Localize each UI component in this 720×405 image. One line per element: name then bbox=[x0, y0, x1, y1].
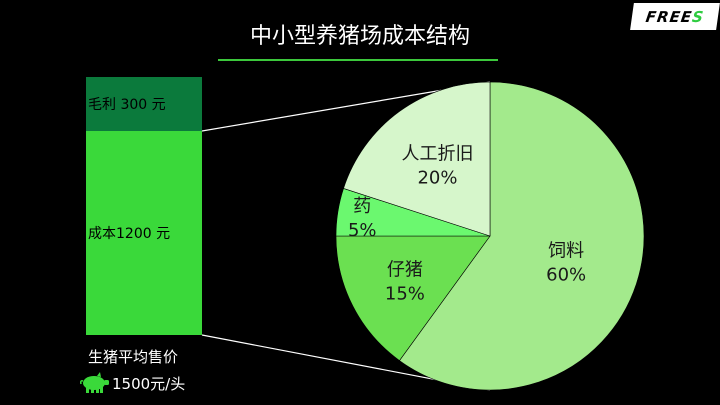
pie-slice-value: 15% bbox=[385, 283, 425, 304]
pie-slice-label: 仔猪 bbox=[387, 259, 423, 280]
title-underline bbox=[218, 59, 498, 61]
pie-slice-value: 5% bbox=[348, 220, 377, 241]
price-row: 1500元/头 bbox=[80, 372, 185, 394]
bar-label-cost: 成本1200 元 bbox=[88, 226, 171, 242]
price-caption: 生猪平均售价 bbox=[88, 348, 179, 366]
chart-title: 中小型养猪场成本结构 bbox=[249, 24, 470, 49]
price-value: 1500元/头 bbox=[112, 374, 186, 393]
pig-icon bbox=[80, 372, 109, 393]
pie-slice bbox=[335, 235, 491, 362]
pie-slice-value: 20% bbox=[417, 168, 457, 189]
pie-slice bbox=[399, 81, 645, 391]
bar-segment-profit: 毛利 300 元 bbox=[86, 77, 202, 131]
pie-slice-label: 人工折旧 bbox=[401, 144, 473, 165]
pie-slice-label: 药 bbox=[353, 196, 371, 217]
pie-slice-value: 60% bbox=[546, 265, 586, 286]
pie-slice-label: 饲料 bbox=[548, 241, 584, 262]
pie-slice bbox=[343, 81, 491, 237]
bar-segment-cost: 成本1200 元 bbox=[86, 131, 202, 335]
bar-label-profit: 毛利 300 元 bbox=[88, 97, 166, 113]
